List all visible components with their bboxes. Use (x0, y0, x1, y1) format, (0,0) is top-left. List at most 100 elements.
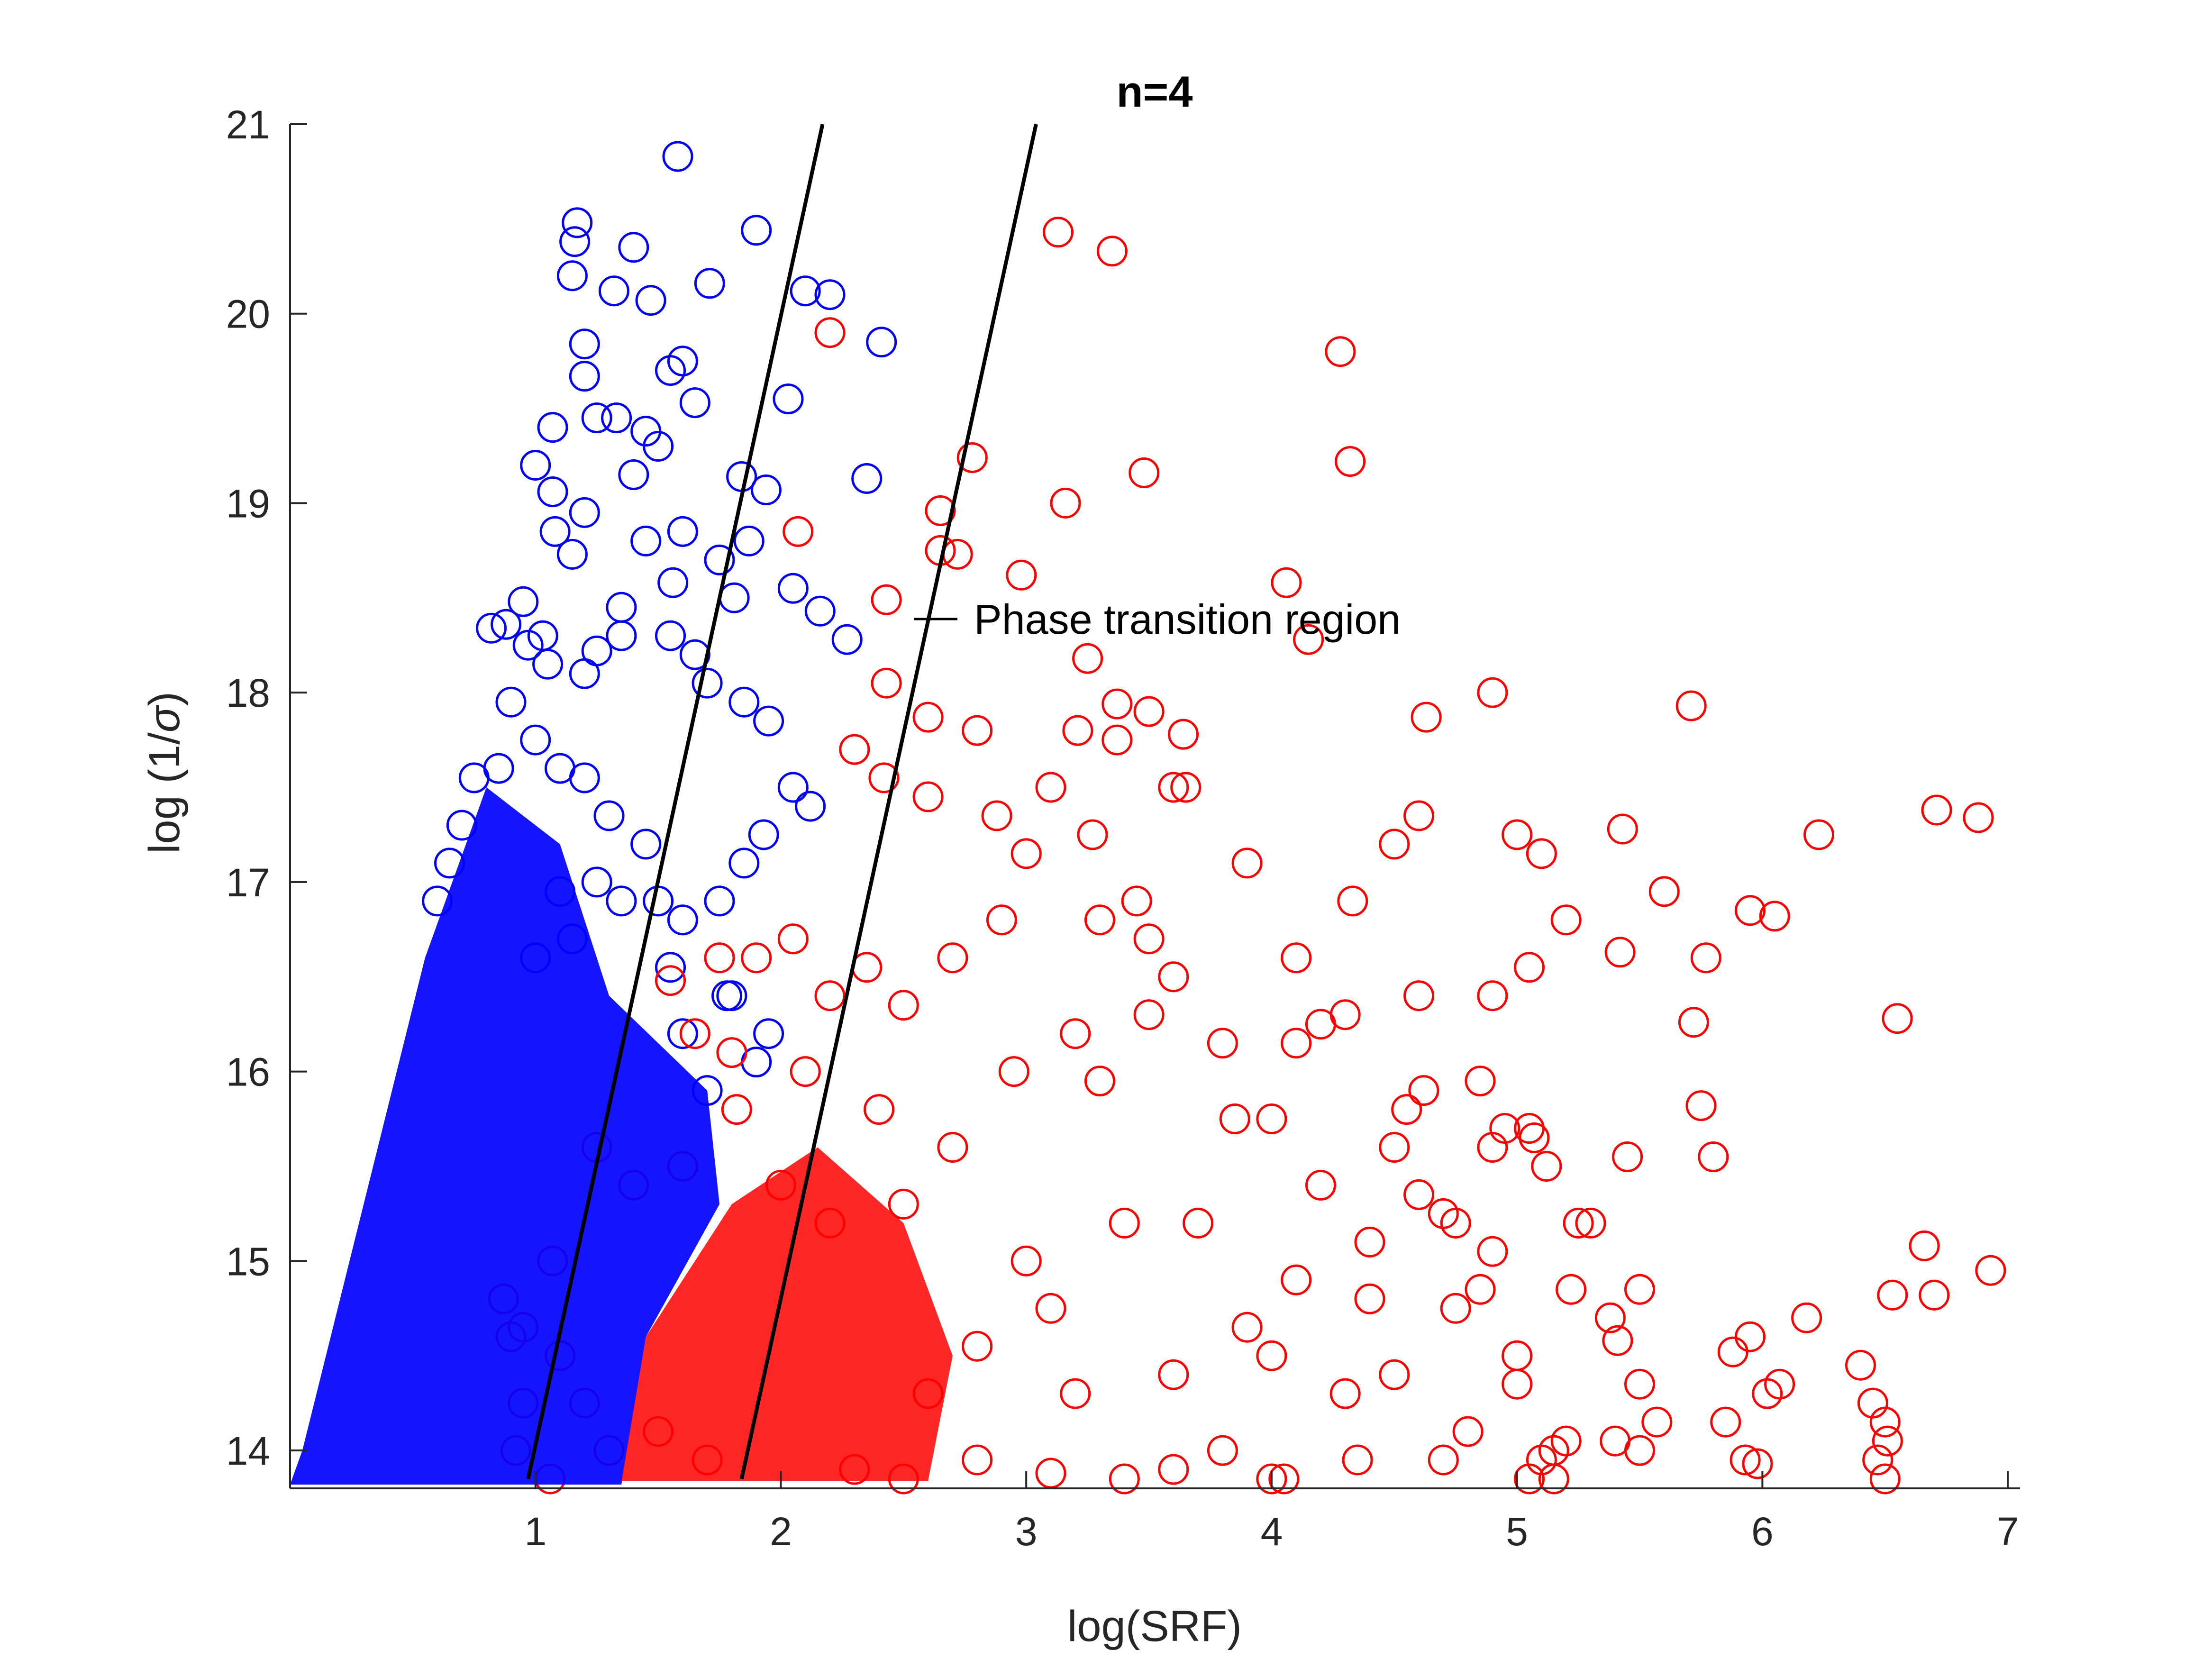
blue-data-point (569, 497, 600, 528)
blue-data-point (662, 141, 693, 172)
blue-data-point (750, 474, 782, 505)
blue-data-point (556, 538, 588, 570)
red-data-point (1271, 567, 1302, 598)
red-data-point (1428, 1198, 1459, 1229)
red-data-point (1084, 1066, 1115, 1097)
red-data-point (1791, 1302, 1822, 1333)
x-tick-label: 3 (1015, 1509, 1038, 1554)
blue-data-point (753, 705, 784, 737)
red-data-point (721, 1094, 752, 1125)
y-axis-label-close: ) (140, 692, 189, 706)
red-data-point (1342, 1444, 1373, 1476)
red-data-point (942, 538, 973, 570)
blue-data-point (476, 612, 507, 644)
red-data-point (1101, 724, 1133, 756)
red-data-point (1909, 1230, 1940, 1261)
y-tick-label: 15 (226, 1239, 270, 1284)
red-data-point (1624, 1274, 1655, 1305)
blue-data-point (667, 516, 698, 547)
red-data-point (1256, 1340, 1287, 1371)
red-data-point (1335, 446, 1366, 477)
red-data-point (1690, 942, 1721, 974)
red-data-point (1158, 1454, 1189, 1485)
blue-data-point (679, 387, 710, 419)
red-data-point (1281, 1028, 1312, 1059)
blue-data-point (694, 268, 725, 299)
red-data-point (1337, 885, 1368, 917)
red-data-point (1060, 1378, 1091, 1409)
red-data-point (1717, 1336, 1748, 1367)
blue-data-point (814, 279, 846, 310)
blue-data-point (804, 595, 836, 627)
red-data-point (1231, 1312, 1263, 1343)
red-data-point (1477, 1132, 1508, 1163)
blue-data-point (569, 658, 600, 689)
red-data-point (1624, 1368, 1655, 1400)
blue-data-point (704, 885, 735, 917)
red-data-point (1594, 1302, 1626, 1333)
red-data-point (1612, 1141, 1643, 1172)
blue-data-point (655, 952, 686, 983)
blue-data-point (458, 762, 490, 793)
blue-data-point (692, 667, 723, 699)
red-data-point (1872, 1425, 1903, 1457)
red-data-point (1477, 677, 1508, 708)
red-data-point (1803, 819, 1834, 850)
red-data-point (1675, 690, 1707, 721)
red-data-point (1465, 1066, 1496, 1097)
red-data-point (1735, 1321, 1766, 1352)
red-data-point (1502, 1340, 1533, 1371)
red-data-point (814, 980, 846, 1012)
red-data-point (1919, 1279, 1950, 1311)
x-tick-label: 6 (1751, 1509, 1774, 1554)
blue-data-point (598, 275, 629, 307)
red-data-point (1101, 688, 1133, 720)
red-data-point (1158, 961, 1189, 993)
red-data-point (1752, 1378, 1783, 1409)
red-data-point (783, 516, 814, 547)
blue-data-point (643, 431, 674, 462)
chart-title: n=4 (1116, 68, 1192, 116)
red-data-point (1109, 1207, 1140, 1239)
blue-data-point (532, 648, 564, 680)
red-data-point (1043, 217, 1074, 248)
blue-data-point (728, 848, 760, 879)
red-data-point (1735, 895, 1766, 926)
blue-data-point (495, 686, 527, 718)
red-data-point (1391, 1094, 1422, 1125)
dense-red-cluster (621, 1147, 953, 1481)
red-data-point (1921, 794, 1952, 826)
red-data-point (1465, 1274, 1496, 1305)
red-data-point (1010, 1245, 1042, 1276)
red-data-point (1502, 819, 1533, 850)
red-data-point (1882, 1003, 1913, 1034)
red-data-point (962, 715, 993, 746)
red-data-point (1129, 457, 1160, 488)
x-tick-label: 7 (1997, 1509, 2019, 1554)
red-data-point (1379, 1132, 1410, 1163)
red-data-point (1869, 1463, 1901, 1495)
red-data-point (1428, 1444, 1459, 1476)
red-data-point (1514, 952, 1545, 983)
red-data-point (1072, 643, 1103, 674)
blue-data-point (581, 635, 612, 666)
red-data-point (1010, 838, 1042, 869)
red-data-point (1207, 1435, 1238, 1466)
red-data-point (912, 781, 944, 812)
red-data-point (1641, 1406, 1673, 1438)
blue-data-point (537, 412, 568, 443)
blue-data-point (606, 620, 637, 651)
red-data-point (655, 965, 686, 996)
red-data-point (1403, 800, 1435, 831)
red-data-point (1281, 1264, 1312, 1295)
blue-data-point (601, 402, 632, 434)
blue-data-point (630, 525, 662, 556)
red-data-point (1550, 904, 1582, 936)
red-data-point (1710, 1406, 1741, 1438)
red-data-point (888, 1188, 919, 1220)
red-data-point (1035, 1293, 1066, 1324)
blue-data-point (777, 772, 809, 803)
red-data-point (1256, 1103, 1287, 1134)
blue-data-point (630, 829, 662, 860)
red-data-point (1563, 1207, 1594, 1239)
